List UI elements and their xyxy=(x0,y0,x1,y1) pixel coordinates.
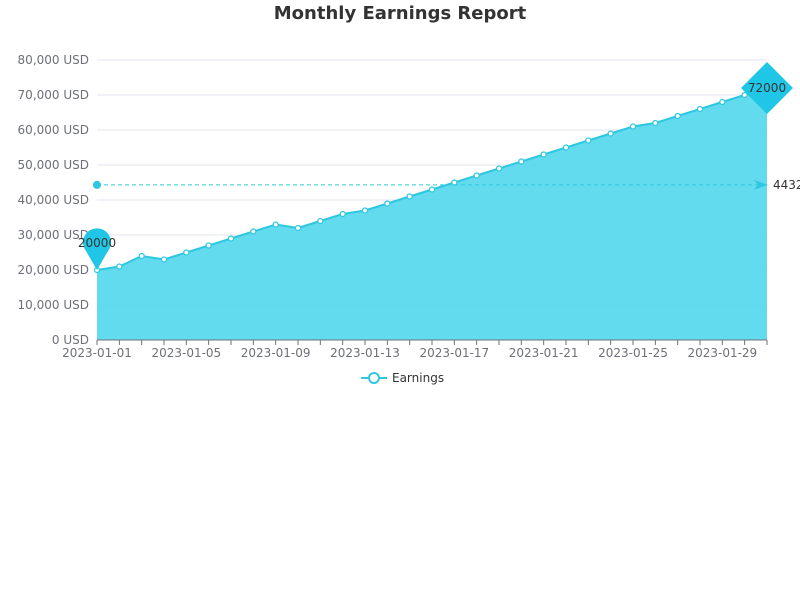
data-point xyxy=(719,98,726,106)
min-marker-label: 20000 xyxy=(78,236,116,250)
data-point xyxy=(451,179,458,186)
data-point xyxy=(518,158,525,165)
max-diamond-icon xyxy=(741,62,793,114)
max-marker-label: 72000 xyxy=(748,81,786,95)
x-tick-label: 2023-01-01 xyxy=(62,346,132,360)
min-pin-icon xyxy=(83,228,112,270)
y-tick-label: 80,000 USD xyxy=(18,53,89,67)
data-point xyxy=(138,252,145,260)
y-tick-label: 30,000 USD xyxy=(18,228,89,242)
data-point xyxy=(339,210,346,218)
average-line-layer: 4432 xyxy=(93,178,800,192)
data-point xyxy=(495,165,503,172)
data-point xyxy=(317,217,324,225)
axis-layer: 0 USD 10,000 USD 20,000 USD 30,000 USD 40,00… xyxy=(18,53,768,360)
data-point xyxy=(652,119,659,127)
x-tick-label: 2023-01-09 xyxy=(241,346,311,360)
data-point xyxy=(406,193,413,200)
data-point xyxy=(183,249,190,256)
y-tick-label: 10,000 USD xyxy=(18,298,89,312)
average-start-dot xyxy=(93,180,101,189)
legend-label: Earnings xyxy=(392,371,444,385)
data-point xyxy=(116,263,123,270)
data-point xyxy=(607,130,614,137)
data-point xyxy=(160,256,168,263)
data-point xyxy=(585,137,592,144)
data-point xyxy=(227,235,235,242)
data-point xyxy=(473,172,480,179)
y-tick-label: 60,000 USD xyxy=(18,123,89,137)
average-arrow-icon xyxy=(754,179,768,190)
data-point xyxy=(629,123,637,130)
data-point xyxy=(294,224,302,232)
legend[interactable]: Earnings xyxy=(361,371,444,385)
x-tick-label: 2023-01-05 xyxy=(151,346,221,360)
y-tick-label: 40,000 USD xyxy=(18,193,89,207)
y-tick-label: 70,000 USD xyxy=(18,88,89,102)
data-point xyxy=(272,221,279,228)
data-point xyxy=(741,91,748,99)
y-tick-label: 50,000 USD xyxy=(18,158,89,172)
x-tick-label: 2023-01-29 xyxy=(687,346,757,360)
data-point xyxy=(250,228,257,235)
data-point xyxy=(696,105,704,113)
area-layer xyxy=(97,88,767,340)
y-tick-label: 0 USD xyxy=(52,333,89,347)
x-tick-label: 2023-01-17 xyxy=(419,346,489,360)
chart-title: Monthly Earnings Report xyxy=(274,3,527,24)
earnings-area xyxy=(97,88,767,340)
data-point xyxy=(205,242,212,249)
data-point xyxy=(674,112,681,120)
x-tick-label: 2023-01-13 xyxy=(330,346,400,360)
data-point xyxy=(361,207,369,214)
x-tick-label: 2023-01-21 xyxy=(509,346,579,360)
data-point xyxy=(428,186,436,193)
y-tick-label: 20,000 USD xyxy=(18,263,89,277)
legend-circle-icon xyxy=(368,372,380,384)
data-point xyxy=(540,151,547,158)
data-point xyxy=(562,144,570,151)
x-tick-label: 2023-01-25 xyxy=(598,346,668,360)
average-label: 4432 xyxy=(773,178,800,192)
marker-layer: 20000 72000 xyxy=(78,62,793,270)
data-point xyxy=(384,200,391,207)
